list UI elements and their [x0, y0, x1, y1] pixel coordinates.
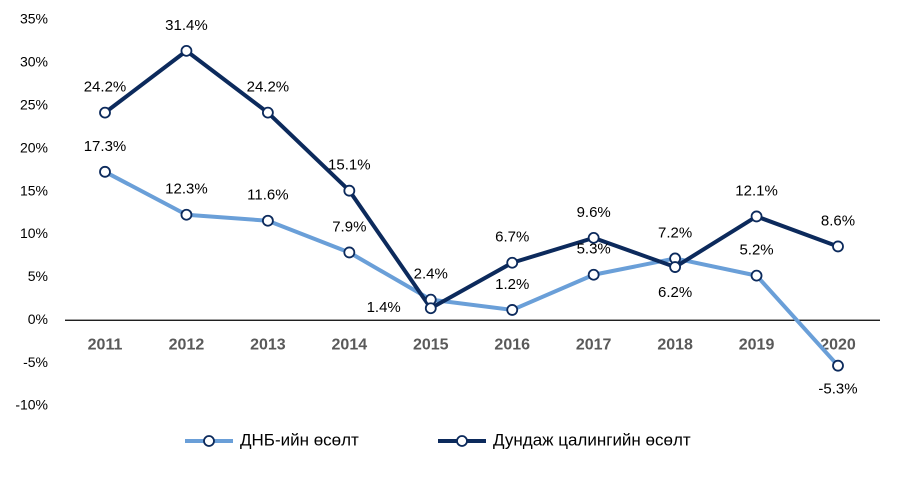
data-label: 6.2% — [658, 284, 692, 301]
data-label: 12.1% — [735, 182, 778, 199]
x-tick-label: 2018 — [657, 336, 693, 353]
x-tick-label: 2016 — [494, 336, 530, 353]
data-label: 1.4% — [367, 299, 401, 316]
y-tick-label: 15% — [20, 182, 48, 198]
data-label: 24.2% — [84, 79, 127, 96]
legend-label: Дундаж цалингийн өсөлт — [493, 430, 691, 449]
data-label: 9.6% — [577, 204, 611, 221]
y-tick-label: 30% — [20, 54, 48, 70]
data-point — [180, 44, 193, 57]
legend-marker — [203, 435, 215, 447]
data-point — [99, 165, 111, 178]
legend-label: ДНБ-ийн өсөлт — [240, 430, 359, 449]
x-tick-label: 2015 — [413, 336, 449, 353]
x-tick-label: 2014 — [332, 336, 368, 353]
data-point — [587, 231, 600, 244]
data-label: 5.3% — [577, 241, 611, 258]
x-tick-label: 2019 — [739, 336, 775, 353]
data-label: 31.4% — [165, 17, 208, 34]
data-point — [750, 210, 763, 223]
data-label: 12.3% — [165, 181, 208, 198]
data-point — [587, 268, 600, 281]
data-point — [506, 256, 519, 269]
data-label: 2.4% — [414, 266, 448, 283]
data-point — [832, 240, 844, 253]
data-label: 1.2% — [495, 276, 529, 293]
data-point — [506, 304, 519, 316]
x-tick-label: 2020 — [820, 336, 856, 353]
data-point — [261, 106, 274, 119]
y-tick-label: 35% — [20, 11, 48, 27]
data-point — [343, 184, 356, 197]
y-tick-label: 10% — [20, 225, 48, 241]
x-tick-label: 2011 — [88, 336, 123, 353]
data-label: 15.1% — [328, 157, 371, 174]
y-tick-label: -5% — [23, 354, 48, 370]
data-point — [180, 208, 193, 221]
data-label: -5.3% — [818, 381, 857, 398]
x-tick-label: 2017 — [576, 336, 612, 353]
y-tick-label: 20% — [20, 139, 48, 155]
data-label: 5.2% — [739, 242, 773, 259]
data-point — [669, 261, 682, 273]
data-label: 17.3% — [84, 138, 127, 155]
data-label: 11.6% — [247, 187, 288, 204]
data-point — [424, 302, 437, 315]
x-tick-label: 2013 — [250, 336, 286, 353]
data-point — [261, 214, 274, 227]
y-tick-label: -10% — [15, 397, 48, 413]
data-label: 6.7% — [495, 229, 529, 246]
data-label: 8.6% — [821, 212, 855, 229]
data-label: 7.9% — [332, 218, 366, 235]
x-tick-label: 2012 — [169, 336, 205, 353]
data-label: 7.2% — [658, 224, 692, 241]
data-point — [343, 246, 356, 259]
data-point — [99, 106, 111, 119]
y-tick-label: 5% — [28, 268, 48, 284]
y-tick-label: 25% — [20, 96, 48, 112]
series-line — [104, 170, 840, 368]
data-point — [832, 359, 844, 372]
data-label: 24.2% — [247, 79, 290, 96]
series-line — [103, 48, 839, 311]
legend-marker — [456, 435, 468, 447]
data-point — [750, 269, 763, 282]
y-tick-label: 0% — [28, 311, 48, 327]
